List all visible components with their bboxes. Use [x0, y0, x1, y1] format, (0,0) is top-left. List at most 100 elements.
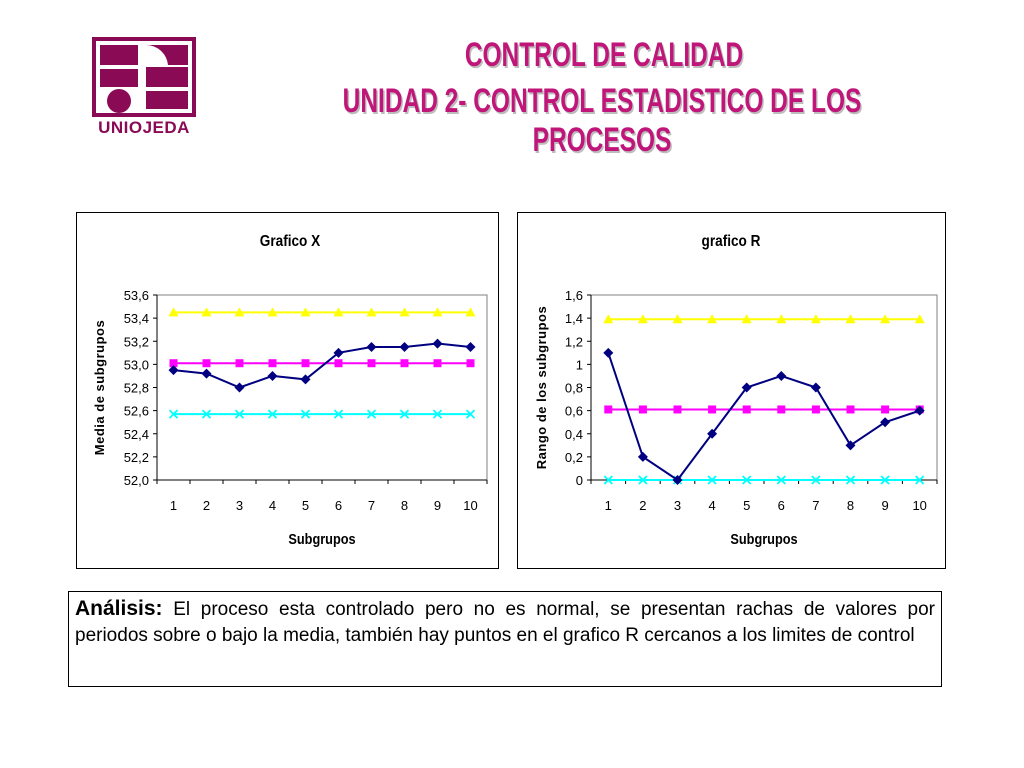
data-point [603, 475, 613, 485]
data-point [914, 314, 925, 324]
x-tick-label: 10 [463, 498, 477, 513]
x-tick-label: 3 [674, 498, 681, 513]
data-point [169, 359, 178, 368]
data-point [846, 405, 855, 414]
data-point [845, 440, 856, 451]
data-point [333, 307, 344, 317]
y-tick-label: 53,2 [124, 334, 149, 349]
x-tick-label: 3 [236, 498, 243, 513]
y-tick-label: 52,8 [124, 381, 149, 396]
x-tick-label: 4 [269, 498, 276, 513]
data-point [465, 342, 476, 353]
data-point [202, 359, 211, 368]
data-point [300, 409, 311, 419]
x-tick-label: 8 [401, 498, 408, 513]
chart-r: grafico R 0 0,2 0,4 0,6 0,8 1 1,2 1,4 1,6 1 2 3 4 5 6 7 8… [534, 233, 938, 547]
data-point [300, 374, 311, 385]
y-tick-label: 52,2 [124, 450, 149, 465]
data-point [637, 451, 648, 462]
data-point [845, 314, 856, 324]
data-point [168, 409, 179, 419]
x-tick-label: 9 [434, 498, 441, 513]
data-point [845, 475, 856, 485]
series-line [607, 352, 921, 482]
data-point [742, 405, 751, 414]
x-tick-label: 2 [203, 498, 210, 513]
y-tick-label: 0,8 [565, 381, 583, 396]
y-tick-label: 53,0 [124, 357, 149, 372]
data-point [235, 359, 244, 368]
data-point [638, 475, 648, 485]
y-tick-label: 0 [576, 473, 583, 488]
data-point [810, 382, 821, 393]
chart-title: grafico R [702, 233, 761, 250]
data-point [432, 338, 443, 349]
data-point [366, 307, 377, 317]
data-point [300, 307, 311, 317]
y-tick-label: 1 [576, 357, 583, 372]
data-point [465, 409, 476, 419]
y-tick-label: 0,6 [565, 404, 583, 419]
series-line [173, 342, 471, 389]
data-point [880, 417, 891, 428]
analysis-lead: Análisis: [75, 597, 163, 620]
data-point [333, 347, 344, 358]
data-point [776, 314, 787, 324]
uniojeda-logo [92, 37, 196, 117]
data-point [168, 307, 179, 317]
y-axis-label: Rango de los subgrupos [534, 306, 549, 469]
x-tick-label: 6 [778, 498, 785, 513]
data-point [234, 307, 245, 317]
x-tick-label: 7 [812, 498, 819, 513]
x-tick-label: 8 [847, 498, 854, 513]
chart-r-panel: grafico R 0 0,2 0,4 0,6 0,8 1 1,2 1,4 1,6 1 2 3 4 5 6 7 8… [517, 212, 946, 569]
page-title: CONTROL DE CALIDAD [464, 36, 744, 74]
data-point [880, 475, 890, 485]
x-tick-label: 1 [170, 498, 177, 513]
y-tick-label: 1,4 [565, 311, 583, 326]
data-point [267, 307, 278, 317]
x-axis-label: Subgrupos [730, 530, 797, 547]
data-point [811, 475, 821, 485]
data-point [707, 314, 718, 324]
data-point [268, 359, 277, 368]
data-point [168, 365, 179, 376]
y-tick-label: 53,6 [124, 288, 149, 303]
y-tick-label: 52,6 [124, 404, 149, 419]
data-point [741, 382, 752, 393]
data-point [301, 359, 310, 368]
x-tick-label: 2 [639, 498, 646, 513]
data-point [432, 307, 443, 317]
data-point [399, 307, 410, 317]
data-point [707, 475, 717, 485]
x-tick-label: 5 [743, 498, 750, 513]
data-point [366, 409, 377, 419]
x-axis-label: Subgrupos [288, 530, 355, 547]
data-point [742, 475, 752, 485]
x-tick-label: 10 [912, 498, 926, 513]
data-point [333, 409, 344, 419]
data-point [672, 314, 683, 324]
analysis-box: Análisis: El proceso esta controlado per… [68, 591, 942, 687]
data-point [810, 314, 821, 324]
data-point [433, 359, 442, 368]
y-tick-label: 1,6 [565, 288, 583, 303]
data-point [399, 409, 410, 419]
data-point [915, 475, 925, 485]
data-point [777, 405, 786, 414]
data-point [366, 342, 377, 353]
data-point [776, 370, 787, 381]
plot-area [590, 294, 938, 481]
y-tick-label: 53,4 [124, 311, 149, 326]
y-tick-label: 1,2 [565, 334, 583, 349]
analysis-text: El proceso esta controlado pero no es no… [75, 599, 935, 646]
data-point [776, 475, 786, 485]
x-tick-label: 4 [708, 498, 715, 513]
x-tick-label: 7 [368, 498, 375, 513]
data-point [367, 359, 376, 368]
data-point [201, 307, 212, 317]
data-point [673, 405, 682, 414]
data-point [603, 347, 614, 358]
y-tick-label: 0,4 [565, 427, 583, 442]
data-point [234, 409, 245, 419]
